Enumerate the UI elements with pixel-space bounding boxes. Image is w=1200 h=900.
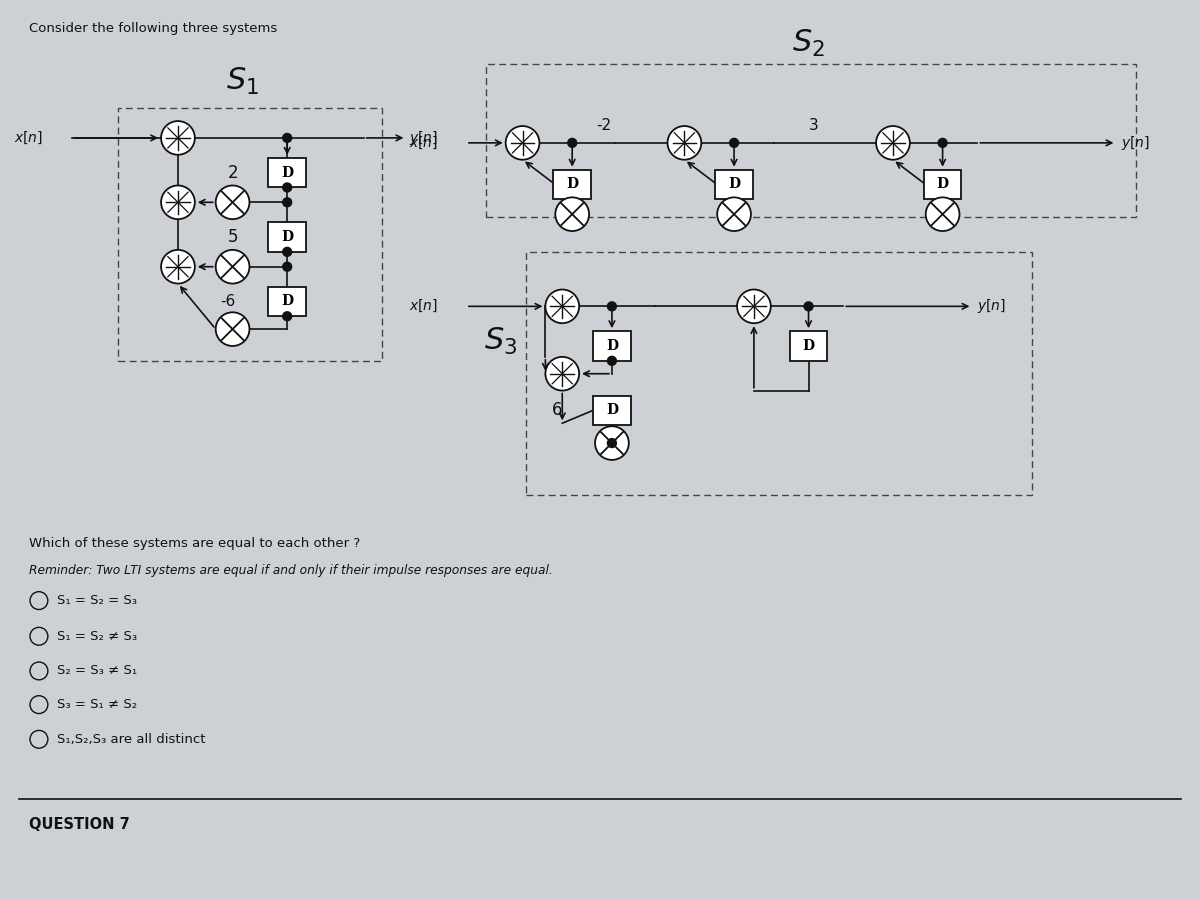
Circle shape bbox=[283, 311, 292, 320]
Circle shape bbox=[283, 133, 292, 142]
Bar bbox=[715, 169, 752, 199]
Text: $x[n]$: $x[n]$ bbox=[409, 135, 438, 151]
Circle shape bbox=[216, 312, 250, 346]
Circle shape bbox=[925, 197, 960, 231]
Text: $S_3$: $S_3$ bbox=[484, 326, 517, 356]
Text: $y[n]$: $y[n]$ bbox=[1121, 134, 1151, 152]
Text: 5: 5 bbox=[227, 228, 238, 246]
Bar bbox=[119, 108, 382, 361]
Bar bbox=[486, 64, 1136, 217]
Text: -6: -6 bbox=[220, 294, 235, 309]
Circle shape bbox=[607, 356, 617, 365]
Circle shape bbox=[607, 438, 617, 447]
Circle shape bbox=[938, 139, 947, 148]
Text: $y[n]$: $y[n]$ bbox=[977, 297, 1007, 315]
Bar bbox=[269, 222, 306, 252]
Circle shape bbox=[216, 185, 250, 220]
Text: D: D bbox=[936, 177, 949, 192]
Text: $S_1$: $S_1$ bbox=[226, 66, 259, 97]
Text: D: D bbox=[281, 230, 293, 244]
Text: D: D bbox=[606, 339, 618, 353]
Bar bbox=[593, 331, 631, 361]
Text: S₁ = S₂ ≠ S₃: S₁ = S₂ ≠ S₃ bbox=[56, 630, 137, 643]
Circle shape bbox=[556, 197, 589, 231]
Circle shape bbox=[876, 126, 910, 159]
Bar bbox=[924, 169, 961, 199]
Text: Consider the following three systems: Consider the following three systems bbox=[29, 22, 277, 35]
Circle shape bbox=[216, 250, 250, 284]
Circle shape bbox=[545, 290, 580, 323]
Circle shape bbox=[283, 183, 292, 192]
Bar bbox=[526, 252, 1032, 495]
Circle shape bbox=[161, 185, 194, 220]
Circle shape bbox=[730, 139, 738, 148]
Circle shape bbox=[667, 126, 701, 159]
Text: S₁ = S₂ = S₃: S₁ = S₂ = S₃ bbox=[56, 594, 137, 608]
Text: $x[n]$: $x[n]$ bbox=[409, 298, 438, 314]
Text: -2: -2 bbox=[596, 118, 611, 133]
Circle shape bbox=[568, 139, 577, 148]
Circle shape bbox=[283, 248, 292, 256]
Bar bbox=[553, 169, 592, 199]
Circle shape bbox=[607, 302, 617, 310]
Circle shape bbox=[545, 357, 580, 391]
Circle shape bbox=[804, 302, 814, 310]
Text: Which of these systems are equal to each other ?: Which of these systems are equal to each… bbox=[29, 537, 360, 550]
Text: 3: 3 bbox=[809, 118, 818, 133]
Circle shape bbox=[283, 262, 292, 271]
Text: D: D bbox=[281, 166, 293, 180]
Text: $y[n]$: $y[n]$ bbox=[409, 129, 438, 147]
Text: Reminder: Two LTI systems are equal if and only if their impulse responses are e: Reminder: Two LTI systems are equal if a… bbox=[29, 564, 553, 577]
Text: $x[n]$: $x[n]$ bbox=[14, 130, 43, 146]
Circle shape bbox=[161, 122, 194, 155]
Text: S₁,S₂,S₃ are all distinct: S₁,S₂,S₃ are all distinct bbox=[56, 733, 205, 746]
Circle shape bbox=[737, 290, 770, 323]
Bar bbox=[790, 331, 828, 361]
Text: S₂ = S₃ ≠ S₁: S₂ = S₃ ≠ S₁ bbox=[56, 664, 137, 678]
Circle shape bbox=[595, 427, 629, 460]
Text: D: D bbox=[728, 177, 740, 192]
Text: 2: 2 bbox=[227, 164, 238, 182]
Text: D: D bbox=[803, 339, 815, 353]
Circle shape bbox=[718, 197, 751, 231]
Circle shape bbox=[283, 198, 292, 207]
Circle shape bbox=[505, 126, 540, 159]
Bar bbox=[269, 286, 306, 316]
Text: D: D bbox=[606, 403, 618, 418]
Text: $S_2$: $S_2$ bbox=[792, 28, 824, 59]
Bar bbox=[269, 158, 306, 187]
Bar bbox=[593, 395, 631, 425]
Text: QUESTION 7: QUESTION 7 bbox=[29, 817, 130, 832]
Circle shape bbox=[161, 250, 194, 284]
Text: S₃ = S₁ ≠ S₂: S₃ = S₁ ≠ S₂ bbox=[56, 698, 137, 711]
Text: 6: 6 bbox=[552, 401, 563, 419]
Text: D: D bbox=[566, 177, 578, 192]
Text: D: D bbox=[281, 294, 293, 309]
